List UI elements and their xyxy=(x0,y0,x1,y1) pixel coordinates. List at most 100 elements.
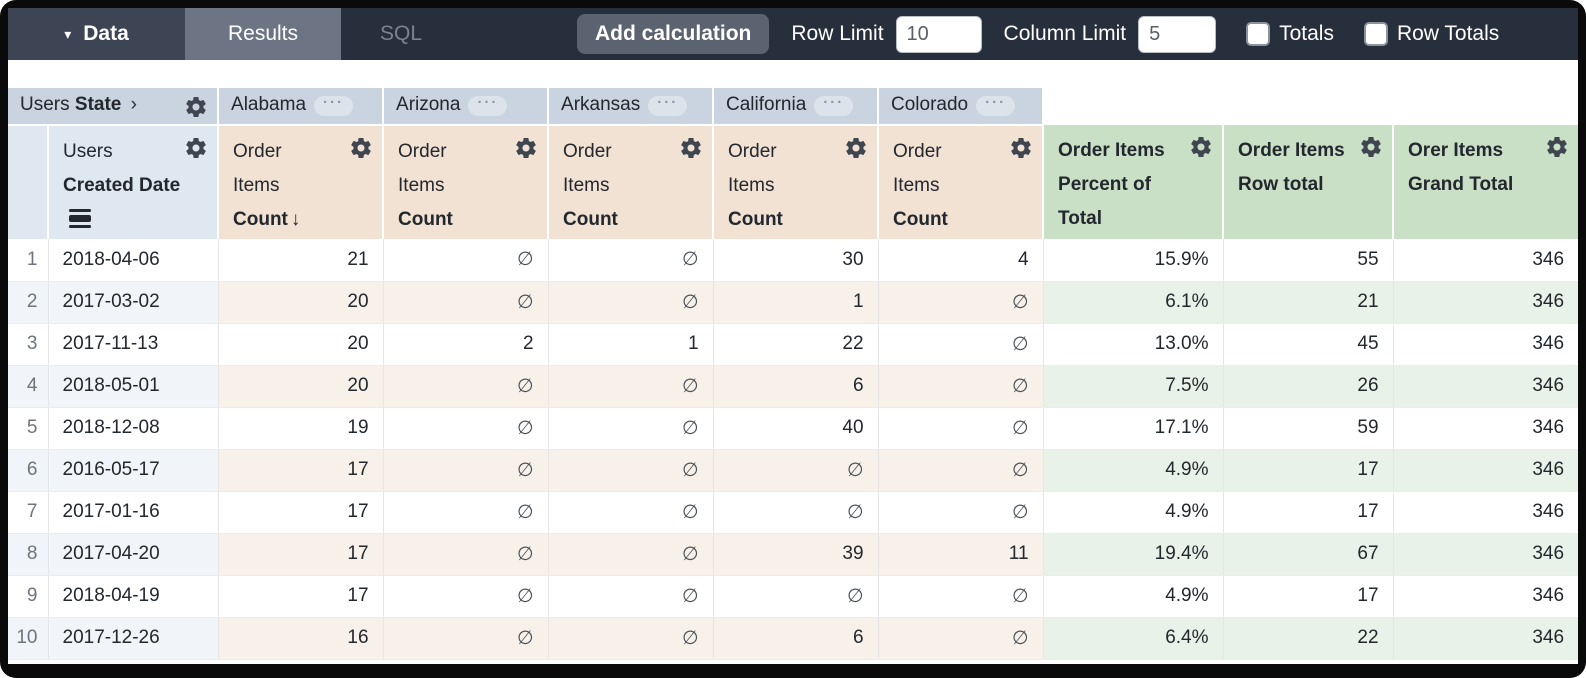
measure-header-alabama-count[interactable]: Order Items Count ↓ xyxy=(218,125,385,239)
measure-value-cell[interactable]: ∅ xyxy=(383,575,549,618)
measure-value-cell[interactable]: 16 xyxy=(218,617,384,660)
calc-header-percent-of-total[interactable]: Order Items Percent of Total xyxy=(1043,125,1225,239)
measure-header-arkansas-count[interactable]: Order Items Count xyxy=(548,125,715,239)
calc-header-grand-total[interactable]: Orer Items Grand Total xyxy=(1393,125,1578,239)
calc-value-cell[interactable]: 15.9% xyxy=(1043,239,1224,282)
calc-value-cell[interactable]: 22 xyxy=(1223,617,1394,660)
calc-value-cell[interactable]: 7.5% xyxy=(1043,365,1224,408)
measure-value-cell[interactable]: 20 xyxy=(218,281,384,324)
measure-value-cell[interactable]: ∅ xyxy=(383,449,549,492)
calc-value-cell[interactable]: 4.9% xyxy=(1043,491,1224,534)
pivot-menu-dots-icon[interactable]: ··· xyxy=(648,95,688,116)
measure-value-cell[interactable]: ∅ xyxy=(383,281,549,324)
measure-header-colorado-count[interactable]: Order Items Count xyxy=(878,125,1045,239)
measure-value-cell[interactable]: ∅ xyxy=(878,323,1044,366)
gear-icon[interactable] xyxy=(184,136,208,160)
date-drill-icon[interactable] xyxy=(69,209,91,228)
measure-value-cell[interactable]: ∅ xyxy=(548,533,714,576)
add-calculation-button[interactable]: Add calculation xyxy=(577,14,770,54)
pivot-dimension-header[interactable]: Users State › xyxy=(8,88,220,126)
expand-chevron-icon[interactable]: › xyxy=(130,94,137,115)
measure-value-cell[interactable]: ∅ xyxy=(878,617,1044,660)
measure-value-cell[interactable]: 1 xyxy=(713,281,879,324)
measure-value-cell[interactable]: 11 xyxy=(878,533,1044,576)
calc-value-cell[interactable]: 21 xyxy=(1223,281,1394,324)
calc-value-cell[interactable]: 17 xyxy=(1223,449,1394,492)
calc-value-cell[interactable]: 346 xyxy=(1393,407,1578,450)
calc-value-cell[interactable]: 4.9% xyxy=(1043,575,1224,618)
measure-value-cell[interactable]: 21 xyxy=(218,239,384,282)
measure-header-arizona-count[interactable]: Order Items Count xyxy=(383,125,550,239)
calc-value-cell[interactable]: 45 xyxy=(1223,323,1394,366)
gear-icon[interactable] xyxy=(1359,135,1383,159)
measure-value-cell[interactable]: 22 xyxy=(713,323,879,366)
date-cell[interactable]: 2017-03-02 xyxy=(48,281,219,324)
data-section-toggle[interactable]: ▾ Data xyxy=(8,8,185,60)
measure-value-cell[interactable]: ∅ xyxy=(713,449,879,492)
tab-sql[interactable]: SQL xyxy=(341,8,461,60)
date-cell[interactable]: 2018-04-06 xyxy=(48,239,219,282)
measure-value-cell[interactable]: 1 xyxy=(548,323,714,366)
measure-value-cell[interactable]: ∅ xyxy=(878,575,1044,618)
gear-icon[interactable] xyxy=(184,95,208,119)
date-cell[interactable]: 2017-12-26 xyxy=(48,617,219,660)
tab-results[interactable]: Results xyxy=(185,8,341,60)
pivot-value-header-california[interactable]: California ··· xyxy=(713,88,880,126)
pivot-value-header-arizona[interactable]: Arizona ··· xyxy=(383,88,550,126)
measure-value-cell[interactable]: ∅ xyxy=(548,281,714,324)
date-cell[interactable]: 2016-05-17 xyxy=(48,449,219,492)
measure-value-cell[interactable]: 40 xyxy=(713,407,879,450)
date-cell[interactable]: 2017-04-20 xyxy=(48,533,219,576)
date-cell[interactable]: 2018-04-19 xyxy=(48,575,219,618)
measure-value-cell[interactable]: ∅ xyxy=(548,449,714,492)
measure-value-cell[interactable]: 6 xyxy=(713,365,879,408)
calc-value-cell[interactable]: 17 xyxy=(1223,575,1394,618)
measure-value-cell[interactable]: ∅ xyxy=(548,239,714,282)
measure-value-cell[interactable]: ∅ xyxy=(383,365,549,408)
measure-value-cell[interactable]: 6 xyxy=(713,617,879,660)
calc-value-cell[interactable]: 346 xyxy=(1393,617,1578,660)
calc-value-cell[interactable]: 26 xyxy=(1223,365,1394,408)
calc-value-cell[interactable]: 19.4% xyxy=(1043,533,1224,576)
measure-value-cell[interactable]: ∅ xyxy=(878,449,1044,492)
measure-header-california-count[interactable]: Order Items Count xyxy=(713,125,880,239)
calc-value-cell[interactable]: 13.0% xyxy=(1043,323,1224,366)
calc-value-cell[interactable]: 346 xyxy=(1393,575,1578,618)
calc-value-cell[interactable]: 4.9% xyxy=(1043,449,1224,492)
column-limit-input[interactable] xyxy=(1138,15,1217,53)
gear-icon[interactable] xyxy=(844,136,868,160)
gear-icon[interactable] xyxy=(1009,136,1033,160)
calc-value-cell[interactable]: 17 xyxy=(1223,491,1394,534)
measure-value-cell[interactable]: ∅ xyxy=(383,407,549,450)
calc-value-cell[interactable]: 346 xyxy=(1393,239,1578,282)
date-cell[interactable]: 2017-11-13 xyxy=(48,323,219,366)
measure-value-cell[interactable]: ∅ xyxy=(548,407,714,450)
measure-value-cell[interactable]: 39 xyxy=(713,533,879,576)
gear-icon[interactable] xyxy=(349,136,373,160)
measure-value-cell[interactable]: ∅ xyxy=(878,407,1044,450)
calc-value-cell[interactable]: 55 xyxy=(1223,239,1394,282)
calc-value-cell[interactable]: 346 xyxy=(1393,323,1578,366)
measure-value-cell[interactable]: ∅ xyxy=(878,281,1044,324)
date-cell[interactable]: 2018-05-01 xyxy=(48,365,219,408)
date-cell[interactable]: 2018-12-08 xyxy=(48,407,219,450)
calc-value-cell[interactable]: 17.1% xyxy=(1043,407,1224,450)
row-totals-checkbox[interactable] xyxy=(1363,22,1388,46)
measure-value-cell[interactable]: ∅ xyxy=(383,617,549,660)
calc-value-cell[interactable]: 346 xyxy=(1393,533,1578,576)
calc-value-cell[interactable]: 346 xyxy=(1393,449,1578,492)
measure-value-cell[interactable]: ∅ xyxy=(383,239,549,282)
measure-value-cell[interactable]: 19 xyxy=(218,407,384,450)
measure-value-cell[interactable]: ∅ xyxy=(713,491,879,534)
measure-value-cell[interactable]: 17 xyxy=(218,491,384,534)
pivot-value-header-arkansas[interactable]: Arkansas ··· xyxy=(548,88,715,126)
measure-value-cell[interactable]: 4 xyxy=(878,239,1044,282)
measure-value-cell[interactable]: 17 xyxy=(218,449,384,492)
measure-value-cell[interactable]: ∅ xyxy=(548,575,714,618)
gear-icon[interactable] xyxy=(1189,135,1213,159)
measure-value-cell[interactable]: 30 xyxy=(713,239,879,282)
measure-value-cell[interactable]: 20 xyxy=(218,323,384,366)
pivot-value-header-colorado[interactable]: Colorado ··· xyxy=(878,88,1045,126)
measure-value-cell[interactable]: ∅ xyxy=(878,365,1044,408)
pivot-menu-dots-icon[interactable]: ··· xyxy=(814,95,854,116)
